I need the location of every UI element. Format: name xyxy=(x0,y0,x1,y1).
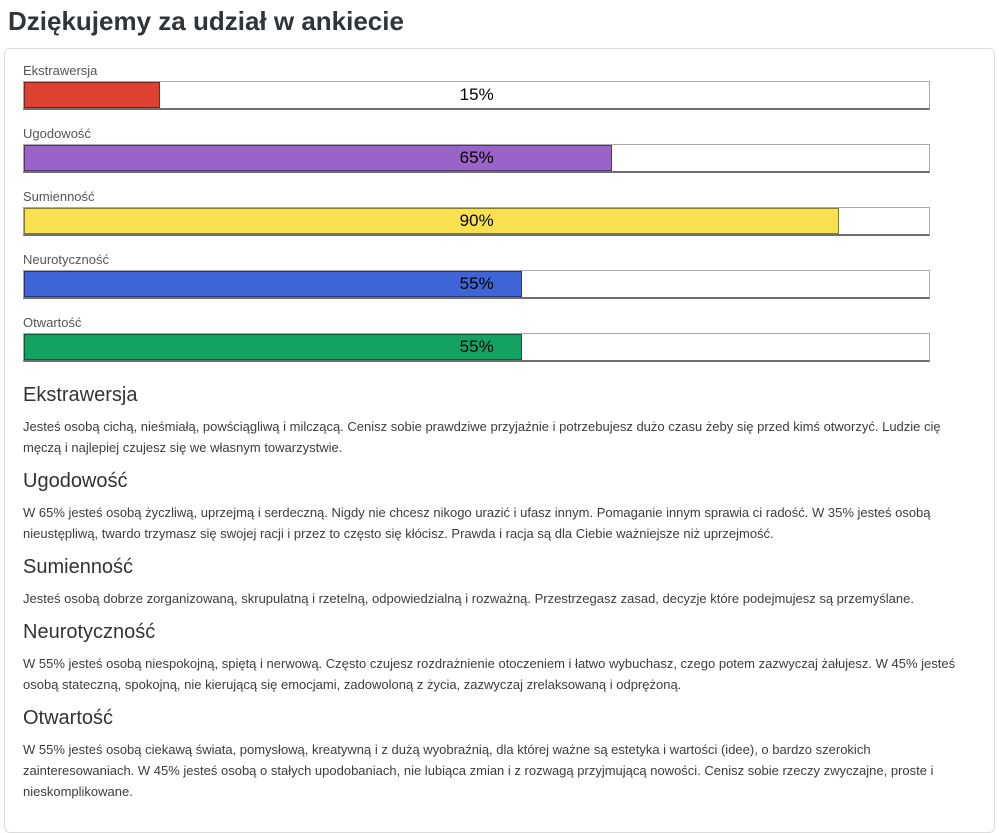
section-otwartosc: Otwartość W 55% jesteś osobą ciekawą świ… xyxy=(23,707,976,802)
bar-percent-label: 65% xyxy=(459,148,494,167)
bar-fill xyxy=(24,334,522,360)
bar-label: Neurotyczność xyxy=(23,252,109,267)
trait-bar-sumiennosc: Sumienność 90% xyxy=(23,189,976,236)
section-body: W 65% jesteś osobą życzliwą, uprzejmą i … xyxy=(23,505,931,541)
section-ugodowosc: Ugodowość W 65% jesteś osobą życzliwą, u… xyxy=(23,470,976,544)
section-ekstrawersja: Ekstrawersja Jesteś osobą cichą, nieśmia… xyxy=(23,384,976,458)
section-heading: Ekstrawersja xyxy=(23,384,138,406)
section-heading: Neurotyczność xyxy=(23,621,156,643)
trait-bar-neurotycznosc: Neurotyczność 55% xyxy=(23,252,976,299)
bar-percent-label: 15% xyxy=(459,85,494,104)
bar-percent-label: 55% xyxy=(459,274,494,293)
section-heading: Ugodowość xyxy=(23,470,128,492)
trait-bar-ugodowosc: Ugodowość 65% xyxy=(23,126,976,173)
bar-label: Ekstrawersja xyxy=(23,63,98,78)
trait-descriptions: Ekstrawersja Jesteś osobą cichą, nieśmia… xyxy=(23,384,976,802)
bar-fill xyxy=(24,271,522,297)
bar-percent-label: 55% xyxy=(459,337,494,356)
bar-track: 90% xyxy=(23,207,931,236)
bar-label: Otwartość xyxy=(23,315,82,330)
bar-fill xyxy=(24,145,613,171)
section-heading: Sumienność xyxy=(23,556,134,578)
section-body: Jesteś osobą cichą, nieśmiałą, powściągl… xyxy=(23,419,941,455)
section-body: W 55% jesteś osobą niespokojną, spiętą i… xyxy=(23,656,956,692)
bar-label: Sumienność xyxy=(23,189,95,204)
survey-results-page: Dziękujemy za udział w ankiecie Ekstrawe… xyxy=(0,6,999,833)
bar-track: 55% xyxy=(23,333,931,362)
bar-fill xyxy=(24,208,839,234)
bar-track: 15% xyxy=(23,81,931,110)
section-heading: Otwartość xyxy=(23,707,114,729)
section-neurotycznosc: Neurotyczność W 55% jesteś osobą niespok… xyxy=(23,621,976,695)
bar-percent-label: 90% xyxy=(459,211,494,230)
bar-track: 55% xyxy=(23,270,931,299)
results-panel: Ekstrawersja 15% Ugodowość 65% Sumiennoś… xyxy=(4,48,995,833)
section-body: W 55% jesteś osobą ciekawą świata, pomys… xyxy=(23,742,934,799)
bar-label: Ugodowość xyxy=(23,126,91,141)
page-title: Dziękujemy za udział w ankiecie xyxy=(8,6,404,36)
bar-track: 65% xyxy=(23,144,931,173)
bar-fill xyxy=(24,82,160,108)
trait-bar-otwartosc: Otwartość 55% xyxy=(23,315,976,362)
section-sumiennosc: Sumienność Jesteś osobą dobrze zorganizo… xyxy=(23,556,976,609)
section-body: Jesteś osobą dobrze zorganizowaną, skrup… xyxy=(23,591,914,606)
trait-bar-ekstrawersja: Ekstrawersja 15% xyxy=(23,63,976,110)
